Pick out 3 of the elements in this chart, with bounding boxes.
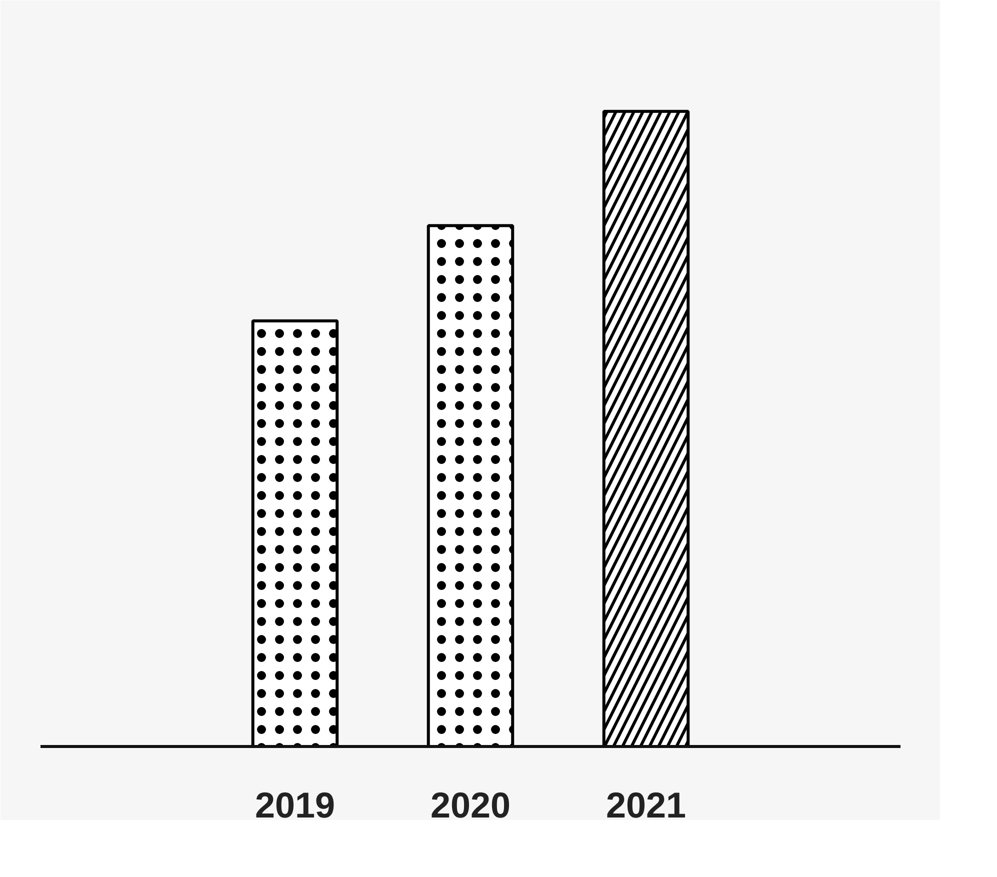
- x-tick-label: 2020: [430, 784, 511, 826]
- x-tick-label: 2021: [606, 784, 686, 826]
- x-tick-label: 2019: [254, 784, 336, 826]
